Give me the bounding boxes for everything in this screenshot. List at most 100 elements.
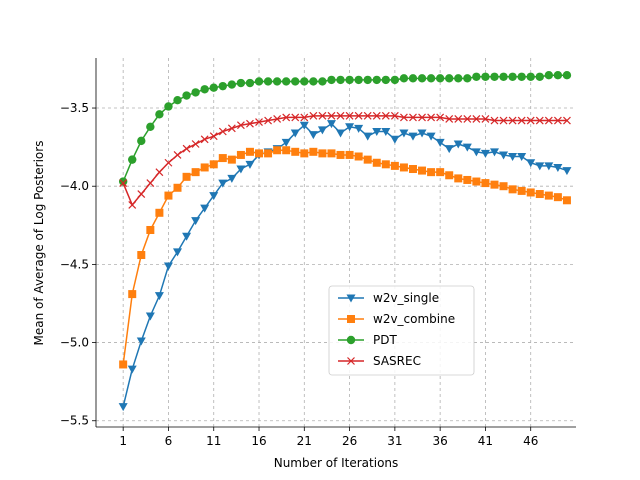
data-point-sasrec <box>264 116 272 125</box>
data-point-w2v-combine <box>318 149 327 158</box>
data-point-w2v-single <box>399 129 409 138</box>
data-point-pdt <box>481 72 490 81</box>
data-point-pdt <box>200 85 209 94</box>
data-point-sasrec <box>155 168 164 177</box>
data-point-sasrec <box>200 135 209 144</box>
data-point-pdt <box>118 177 128 186</box>
legend-marker-pdt <box>346 335 356 345</box>
data-point-sasrec <box>372 111 381 120</box>
axes <box>92 58 576 431</box>
data-point-pdt <box>254 77 264 86</box>
data-point-w2v-single <box>489 148 499 157</box>
data-point-w2v-single <box>535 162 545 171</box>
data-point-pdt <box>300 77 309 86</box>
data-point-w2v-single <box>526 159 536 168</box>
data-point-w2v-combine <box>264 149 273 158</box>
data-point-w2v-single <box>544 162 554 171</box>
data-point-w2v-combine <box>137 251 146 260</box>
data-point-sasrec <box>409 113 417 122</box>
data-point-w2v-single <box>145 312 155 321</box>
data-point-w2v-combine <box>164 191 173 200</box>
y-tick-label: −5.5 <box>60 414 89 428</box>
data-point-pdt <box>381 75 391 85</box>
data-point-sasrec <box>246 119 254 128</box>
x-tick-label: 46 <box>523 434 538 448</box>
data-point-w2v-single <box>191 217 201 226</box>
data-point-w2v-single <box>218 179 228 188</box>
data-point-w2v-single <box>136 337 146 346</box>
data-point-w2v-combine <box>517 186 526 195</box>
data-point-sasrec <box>191 140 200 148</box>
data-point-sasrec <box>363 111 372 120</box>
data-point-w2v-single <box>299 121 309 130</box>
data-point-pdt <box>399 74 409 83</box>
data-point-pdt <box>291 77 300 86</box>
data-point-w2v-single <box>453 140 463 149</box>
data-point-pdt <box>146 122 155 131</box>
series-w2v-single <box>118 120 572 412</box>
data-point-pdt <box>562 70 572 80</box>
data-point-sasrec <box>164 158 173 167</box>
data-point-w2v-combine <box>227 155 236 164</box>
data-point-sasrec <box>535 116 544 125</box>
data-point-w2v-combine <box>372 158 381 167</box>
data-point-sasrec <box>273 115 282 123</box>
data-point-pdt <box>263 77 273 86</box>
data-point-pdt <box>426 74 436 83</box>
data-point-w2v-combine <box>508 185 517 194</box>
data-point-sasrec <box>390 111 399 120</box>
data-point-sasrec <box>553 116 562 125</box>
data-point-w2v-combine <box>155 208 164 217</box>
data-point-sasrec <box>236 121 245 130</box>
legend-label-w2v-combine: w2v_combine <box>373 312 455 326</box>
data-point-sasrec <box>336 111 345 120</box>
data-point-w2v-combine <box>454 174 463 183</box>
data-point-w2v-combine <box>472 177 481 186</box>
x-tick-label: 41 <box>478 434 493 448</box>
data-point-sasrec <box>173 151 182 159</box>
x-tick-label: 21 <box>297 434 312 448</box>
data-point-w2v-single <box>227 174 237 183</box>
data-point-sasrec <box>436 113 445 122</box>
data-point-sasrec <box>291 113 300 122</box>
data-point-pdt <box>463 74 472 83</box>
legend-entry-sasrec: SASREC <box>338 354 421 368</box>
data-point-pdt <box>535 72 544 81</box>
data-point-sasrec <box>472 115 481 123</box>
data-point-sasrec <box>499 116 508 125</box>
data-point-sasrec <box>454 115 463 123</box>
series-line-pdt <box>122 74 567 182</box>
data-point-w2v-combine <box>128 290 137 299</box>
data-point-sasrec <box>526 116 535 125</box>
data-point-w2v-single <box>363 132 373 141</box>
data-point-sasrec <box>300 113 309 122</box>
data-point-pdt <box>272 77 282 86</box>
data-point-w2v-single <box>173 248 183 257</box>
data-point-w2v-single <box>462 143 472 152</box>
data-point-w2v-single <box>236 165 246 174</box>
data-point-pdt <box>363 75 372 85</box>
data-point-w2v-single <box>163 262 173 271</box>
data-point-sasrec <box>381 111 390 120</box>
y-tick-label: −5.0 <box>60 336 89 350</box>
data-point-w2v-combine <box>300 149 309 158</box>
data-point-sasrec <box>218 127 227 136</box>
data-point-sasrec <box>563 116 571 125</box>
y-tick-label: −4.5 <box>60 257 89 271</box>
data-point-w2v-combine <box>345 150 354 159</box>
data-point-sasrec <box>517 116 526 125</box>
x-tick-label: 6 <box>165 434 173 448</box>
data-point-w2v-combine <box>427 168 436 177</box>
data-point-pdt <box>137 136 146 146</box>
data-point-w2v-single <box>390 135 400 144</box>
data-point-pdt <box>345 75 354 85</box>
data-point-pdt <box>435 74 445 83</box>
y-tick-label: −3.5 <box>60 101 89 115</box>
data-point-sasrec <box>481 115 490 123</box>
data-point-sasrec <box>146 179 155 188</box>
data-point-pdt <box>281 77 291 86</box>
data-point-pdt <box>173 96 182 105</box>
data-point-w2v-combine <box>309 147 318 156</box>
data-point-w2v-single <box>381 127 391 136</box>
data-point-pdt <box>417 74 427 83</box>
